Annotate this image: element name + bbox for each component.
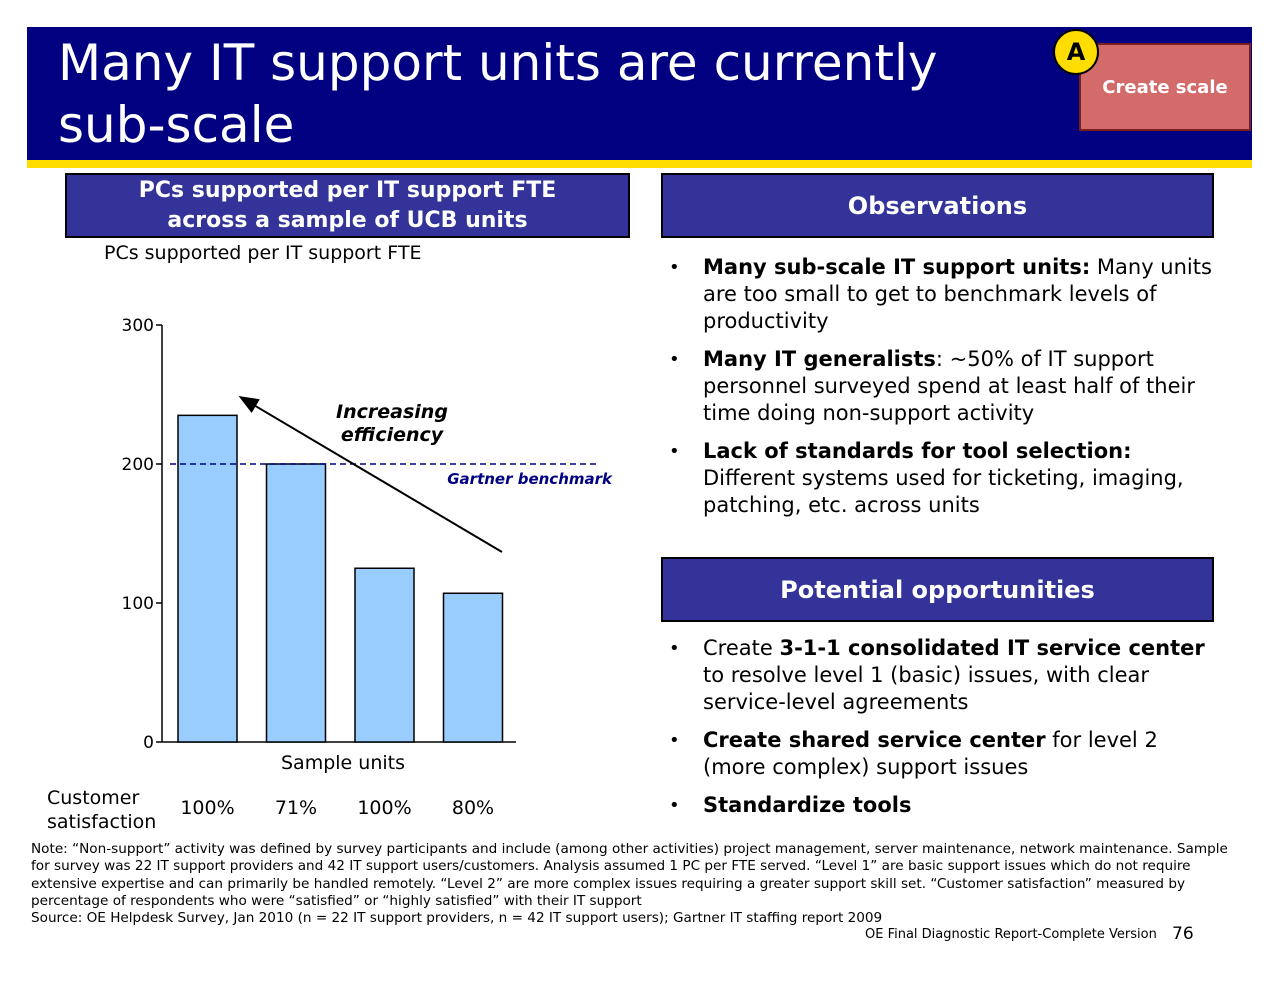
opportunity-bold: 3-1-1 consolidated IT service center (779, 636, 1205, 660)
opportunity-bold: Standardize tools (703, 793, 912, 817)
opportunities-heading: Potential opportunities (661, 557, 1214, 622)
x-axis-label: Sample units (281, 752, 405, 774)
opportunity-item: • Create 3-1-1 consolidated IT service ce… (661, 635, 1221, 716)
y-tick-label: 100 (122, 594, 154, 614)
bullet-icon: • (669, 257, 680, 278)
satisfaction-label-line-1: Customer (47, 787, 139, 809)
opportunity-text: for level 2 (more complex) support issue… (703, 728, 1158, 779)
bar (265, 463, 327, 743)
header-stripe (27, 160, 1252, 168)
benchmark-label: Gartner benchmark (447, 470, 613, 488)
annotation-line-1: Increasing (336, 401, 448, 423)
title-line-2: sub-scale (58, 96, 295, 154)
chart-panel-heading: PCs supported per IT support FTE across … (65, 173, 630, 238)
bullet-icon: • (669, 349, 680, 370)
satisfaction-label-line-2: satisfaction (47, 811, 156, 833)
page-number: 76 (1172, 924, 1194, 944)
bullet-icon: • (669, 638, 680, 659)
satisfaction-value: 80% (452, 797, 494, 819)
observation-text: : ~50% of IT support personnel surveyed … (703, 347, 1195, 425)
observations-heading: Observations (661, 173, 1214, 238)
title-line-1: Many IT support units are currently (58, 34, 938, 92)
y-tick-label: 300 (122, 316, 154, 336)
opportunity-item: • Standardize tools (661, 792, 1221, 819)
footer-label: OE Final Diagnostic Report-Complete Vers… (865, 927, 1157, 942)
chart-heading-line-1: PCs supported per IT support FTE (138, 177, 557, 203)
bullet-icon: • (669, 795, 680, 816)
opportunity-text: to resolve level 1 (basic) issues, with … (703, 663, 1149, 714)
satisfaction-value: 100% (180, 797, 234, 819)
bar-chart: 0 100 200 300 100% 71% 100% 80% Gartner benchmar… (47, 316, 613, 833)
observation-bold: Many sub-scale IT support units: (703, 255, 1091, 279)
observation-bold: Lack of standards for tool selection: (703, 439, 1132, 463)
observations-list: • Many sub-scale IT support units: Many u… (661, 254, 1221, 530)
note-text: Note: “Non-support” activity was defined… (31, 841, 1228, 909)
bullet-icon: • (669, 730, 680, 751)
opportunity-bold: Create shared service center (703, 728, 1046, 752)
header-bar (27, 27, 1252, 160)
section-badge: A (1053, 29, 1099, 75)
opportunities-list: • Create 3-1-1 consolidated IT service ce… (661, 635, 1221, 830)
efficiency-arrow (238, 395, 503, 553)
bullet-icon: • (669, 441, 680, 462)
satisfaction-value: 71% (275, 797, 317, 819)
bar (442, 592, 504, 743)
chart-heading-line-2: across a sample of UCB units (167, 207, 528, 233)
satisfaction-value: 100% (357, 797, 411, 819)
observation-text: Different systems used for ticketing, im… (703, 466, 1184, 517)
observation-bold: Many IT generalists (703, 347, 936, 371)
bar (177, 414, 238, 743)
annotation-line-2: efficiency (341, 424, 445, 446)
source-text: Source: OE Helpdesk Survey, Jan 2010 (n … (31, 910, 883, 927)
y-tick-label: 0 (143, 733, 154, 753)
footnote: Note: “Non-support” activity was defined… (31, 841, 1246, 927)
observation-item: • Lack of standards for tool selection: D… (661, 438, 1221, 519)
opportunity-pre: Create (703, 636, 780, 660)
page-title: Many IT support units are currently sub-… (58, 32, 1038, 156)
observation-text: Many units are too small to get to bench… (703, 255, 1212, 333)
create-scale-tag: Create scale (1079, 43, 1251, 131)
chart-subtitle: PCs supported per IT support FTE (104, 242, 422, 264)
observation-item: • Many sub-scale IT support units: Many u… (661, 254, 1221, 335)
opportunity-item: • Create shared service center for level … (661, 727, 1221, 781)
bar (354, 567, 415, 743)
y-tick-label: 200 (122, 455, 154, 475)
observation-item: • Many IT generalists: ~50% of IT support… (661, 346, 1221, 427)
